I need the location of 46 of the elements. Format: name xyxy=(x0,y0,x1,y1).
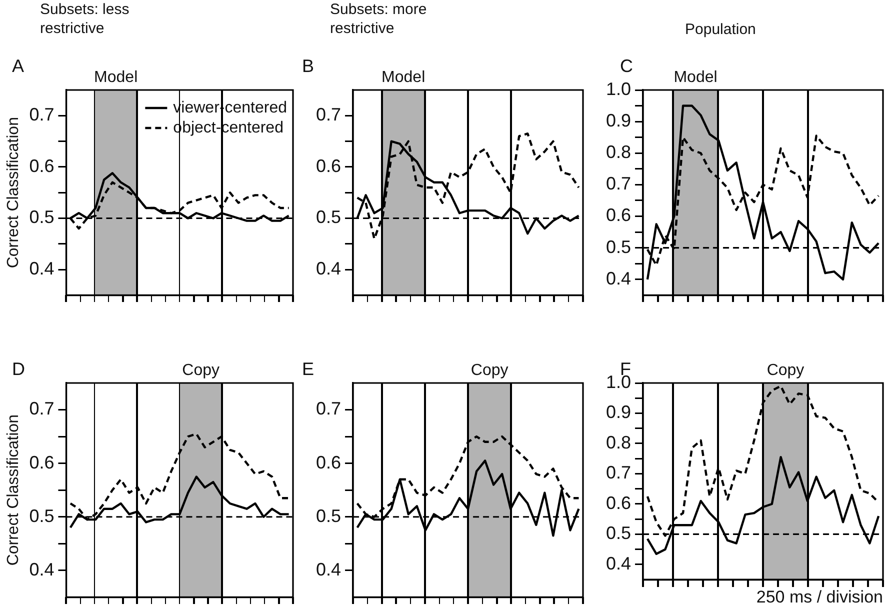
y-tick-label: 0.6 xyxy=(316,452,342,472)
y-tick-label: 0.6 xyxy=(29,156,54,176)
y-tick-label: 0.4 xyxy=(29,258,54,279)
y-tick-label: 0.7 xyxy=(316,398,342,419)
y-tick-label: 0.4 xyxy=(316,258,342,279)
text: Model xyxy=(94,69,138,87)
text: Model xyxy=(674,69,718,87)
y-tick-label: 0.9 xyxy=(606,110,632,131)
chart-title: Subsets: less restrictive xyxy=(40,0,130,38)
y-tick-label: 0.7 xyxy=(606,462,632,483)
y-tick-label: 0.9 xyxy=(606,402,632,422)
y-tick-label: 0.6 xyxy=(29,452,54,472)
y-tick-label: 0.5 xyxy=(606,523,632,544)
text: Copy xyxy=(182,362,220,380)
text: Copy xyxy=(766,362,804,380)
y-tick-label: 0.5 xyxy=(29,506,54,526)
x-axis-title: 250 ms / division xyxy=(756,587,883,606)
text: Model xyxy=(382,69,426,87)
chart-title: Population xyxy=(685,20,757,39)
y-tick-label: 0.7 xyxy=(316,104,342,125)
y-tick-label: 0.8 xyxy=(606,142,632,162)
y-tick-label: 1.0 xyxy=(606,78,632,99)
y-tick-label: 0.7 xyxy=(606,174,632,194)
y-tick-label: 0.5 xyxy=(29,207,54,228)
y-axis-title: Correct Classification xyxy=(5,414,22,566)
y-tick-label: 0.8 xyxy=(606,432,632,452)
text: Copy xyxy=(470,362,508,380)
text: C xyxy=(620,56,633,77)
y-tick-label: 0.6 xyxy=(606,492,632,513)
y-tick-label: 0.4 xyxy=(606,268,632,288)
text: B xyxy=(302,56,314,77)
y-tick-label: 0.7 xyxy=(29,398,54,419)
y-tick-label: 0.4 xyxy=(606,553,632,574)
text: E xyxy=(302,359,314,380)
y-tick-label: 0.4 xyxy=(29,559,54,580)
y-tick-label: 0.5 xyxy=(606,236,632,257)
y-tick-label: 0.5 xyxy=(316,207,342,228)
text: A xyxy=(12,56,24,77)
text: D xyxy=(12,359,25,380)
y-axis-title: Correct Classification xyxy=(5,117,22,268)
y-tick-label: 0.6 xyxy=(316,156,342,176)
y-tick-label: 0.6 xyxy=(606,205,632,226)
y-tick-label: 0.7 xyxy=(29,104,54,125)
chart-title: Subsets: more restrictive xyxy=(330,0,428,38)
y-tick-label: 0.5 xyxy=(316,506,342,526)
y-tick-label: 0.4 xyxy=(316,559,342,580)
